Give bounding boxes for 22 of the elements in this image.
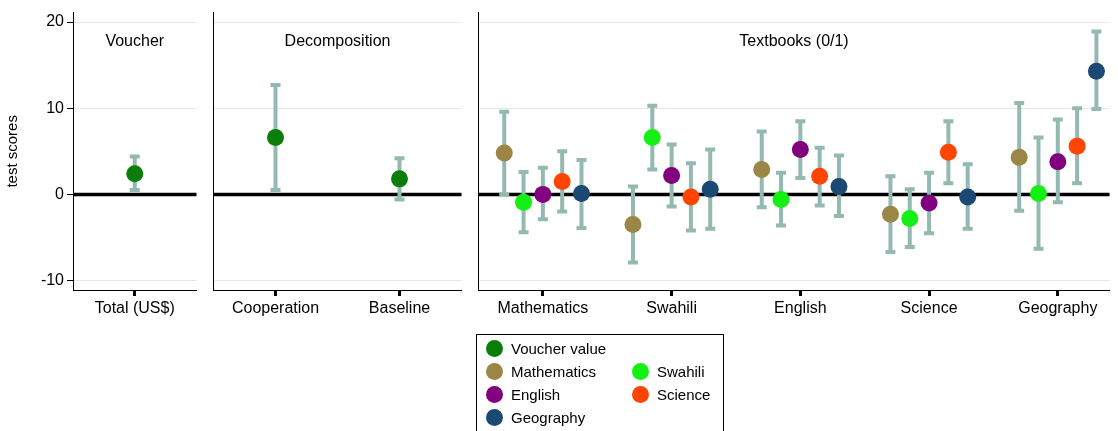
text: Voucher	[105, 32, 165, 50]
x-tick-label: Swahili	[646, 299, 697, 317]
legend-label: Geography	[511, 409, 586, 426]
y-tick-label: 20	[46, 12, 65, 30]
y-tick-label: 0	[55, 184, 65, 202]
x-tick-label: Science	[900, 299, 958, 317]
x-tick-label: Geography	[1018, 299, 1098, 317]
text: Decomposition	[284, 32, 391, 50]
x-tick-label: Mathematics	[497, 299, 589, 317]
legend-label: Voucher value	[511, 340, 607, 357]
legend-label: Swahili	[657, 363, 705, 380]
legend-label: Science	[657, 386, 711, 403]
x-tick-label: Baseline	[368, 299, 431, 317]
x-tick-label: English	[774, 299, 827, 317]
legend-label: English	[511, 386, 561, 403]
y-tick-label: -10	[40, 270, 65, 288]
legend-label: Mathematics	[511, 363, 597, 380]
y-axis-title: test scores	[3, 115, 21, 188]
x-tick-label: Cooperation	[231, 299, 320, 317]
text: Textbooks (0/1)	[739, 32, 849, 50]
x-tick-label: Total (US$)	[94, 299, 175, 317]
y-tick-label: 10	[46, 98, 65, 116]
